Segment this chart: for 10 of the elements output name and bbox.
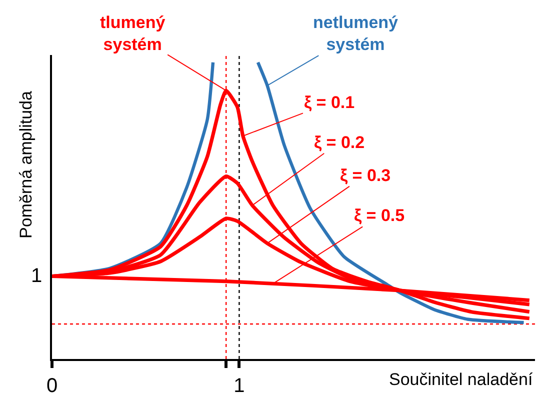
x-axis-title: Součinitel naladění [389, 370, 533, 389]
annotation: netlumený systém [313, 13, 399, 54]
x-tick-label: 0 [46, 374, 58, 397]
annotation: ξ = 0.2 [314, 133, 365, 152]
annotation: 1 [31, 265, 42, 287]
annotation: ξ = 0.1 [304, 93, 355, 112]
annotation: tlumený systém [100, 13, 166, 54]
y-axis-title: Poměrná amplituda [16, 90, 36, 238]
annotation: ξ = 0.5 [354, 206, 405, 225]
annotation: ξ = 0.3 [340, 166, 391, 185]
